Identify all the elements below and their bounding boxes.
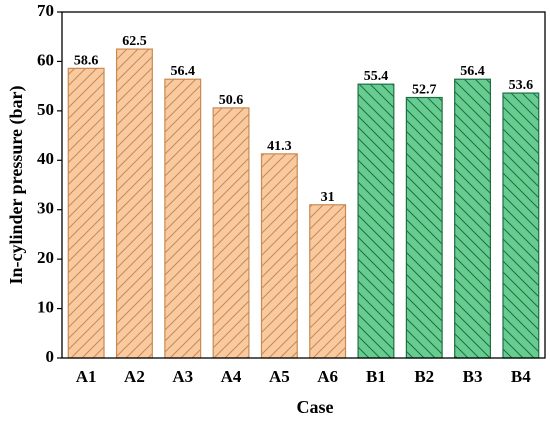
bar xyxy=(309,204,347,359)
x-axis-title: Case xyxy=(297,397,334,417)
y-tick-label: 20 xyxy=(37,248,54,267)
x-tick-label: A5 xyxy=(269,367,290,386)
x-tick-label: A4 xyxy=(221,367,242,386)
y-tick-label: 30 xyxy=(37,199,54,218)
value-label: 31 xyxy=(321,190,335,205)
bar xyxy=(260,153,298,359)
y-tick-label: 70 xyxy=(37,1,54,20)
value-label: 50.6 xyxy=(219,93,244,108)
x-tick-label: B2 xyxy=(414,367,434,386)
value-label: 56.4 xyxy=(460,64,485,79)
bar xyxy=(164,78,202,359)
value-label: 55.4 xyxy=(364,69,389,84)
x-tick-label: B3 xyxy=(463,367,483,386)
bar xyxy=(115,48,153,359)
value-label: 58.6 xyxy=(74,53,99,68)
x-tick-label: A6 xyxy=(317,367,338,386)
value-label: 41.3 xyxy=(267,139,292,154)
value-label: 52.7 xyxy=(412,83,437,98)
x-tick-label: B4 xyxy=(511,367,531,386)
y-tick-label: 50 xyxy=(37,100,54,119)
y-tick-label: 60 xyxy=(37,50,54,69)
x-tick-label: A3 xyxy=(172,367,193,386)
x-tick-label: A2 xyxy=(124,367,145,386)
bar xyxy=(502,92,540,359)
bar xyxy=(67,67,105,359)
x-tick-label: B1 xyxy=(366,367,386,386)
y-tick-label: 0 xyxy=(46,347,55,366)
bar xyxy=(405,96,443,359)
y-tick-label: 40 xyxy=(37,149,54,168)
value-label: 62.5 xyxy=(122,34,147,49)
x-tick-label: A1 xyxy=(76,367,97,386)
value-label: 53.6 xyxy=(509,78,534,93)
plot-frame xyxy=(61,11,546,359)
bar xyxy=(212,107,250,359)
y-axis-title: In-cylinder pressure (bar) xyxy=(6,85,27,284)
value-label: 56.4 xyxy=(171,64,196,79)
bar xyxy=(454,78,492,359)
y-tick-label: 10 xyxy=(37,297,54,316)
bar xyxy=(357,83,395,359)
